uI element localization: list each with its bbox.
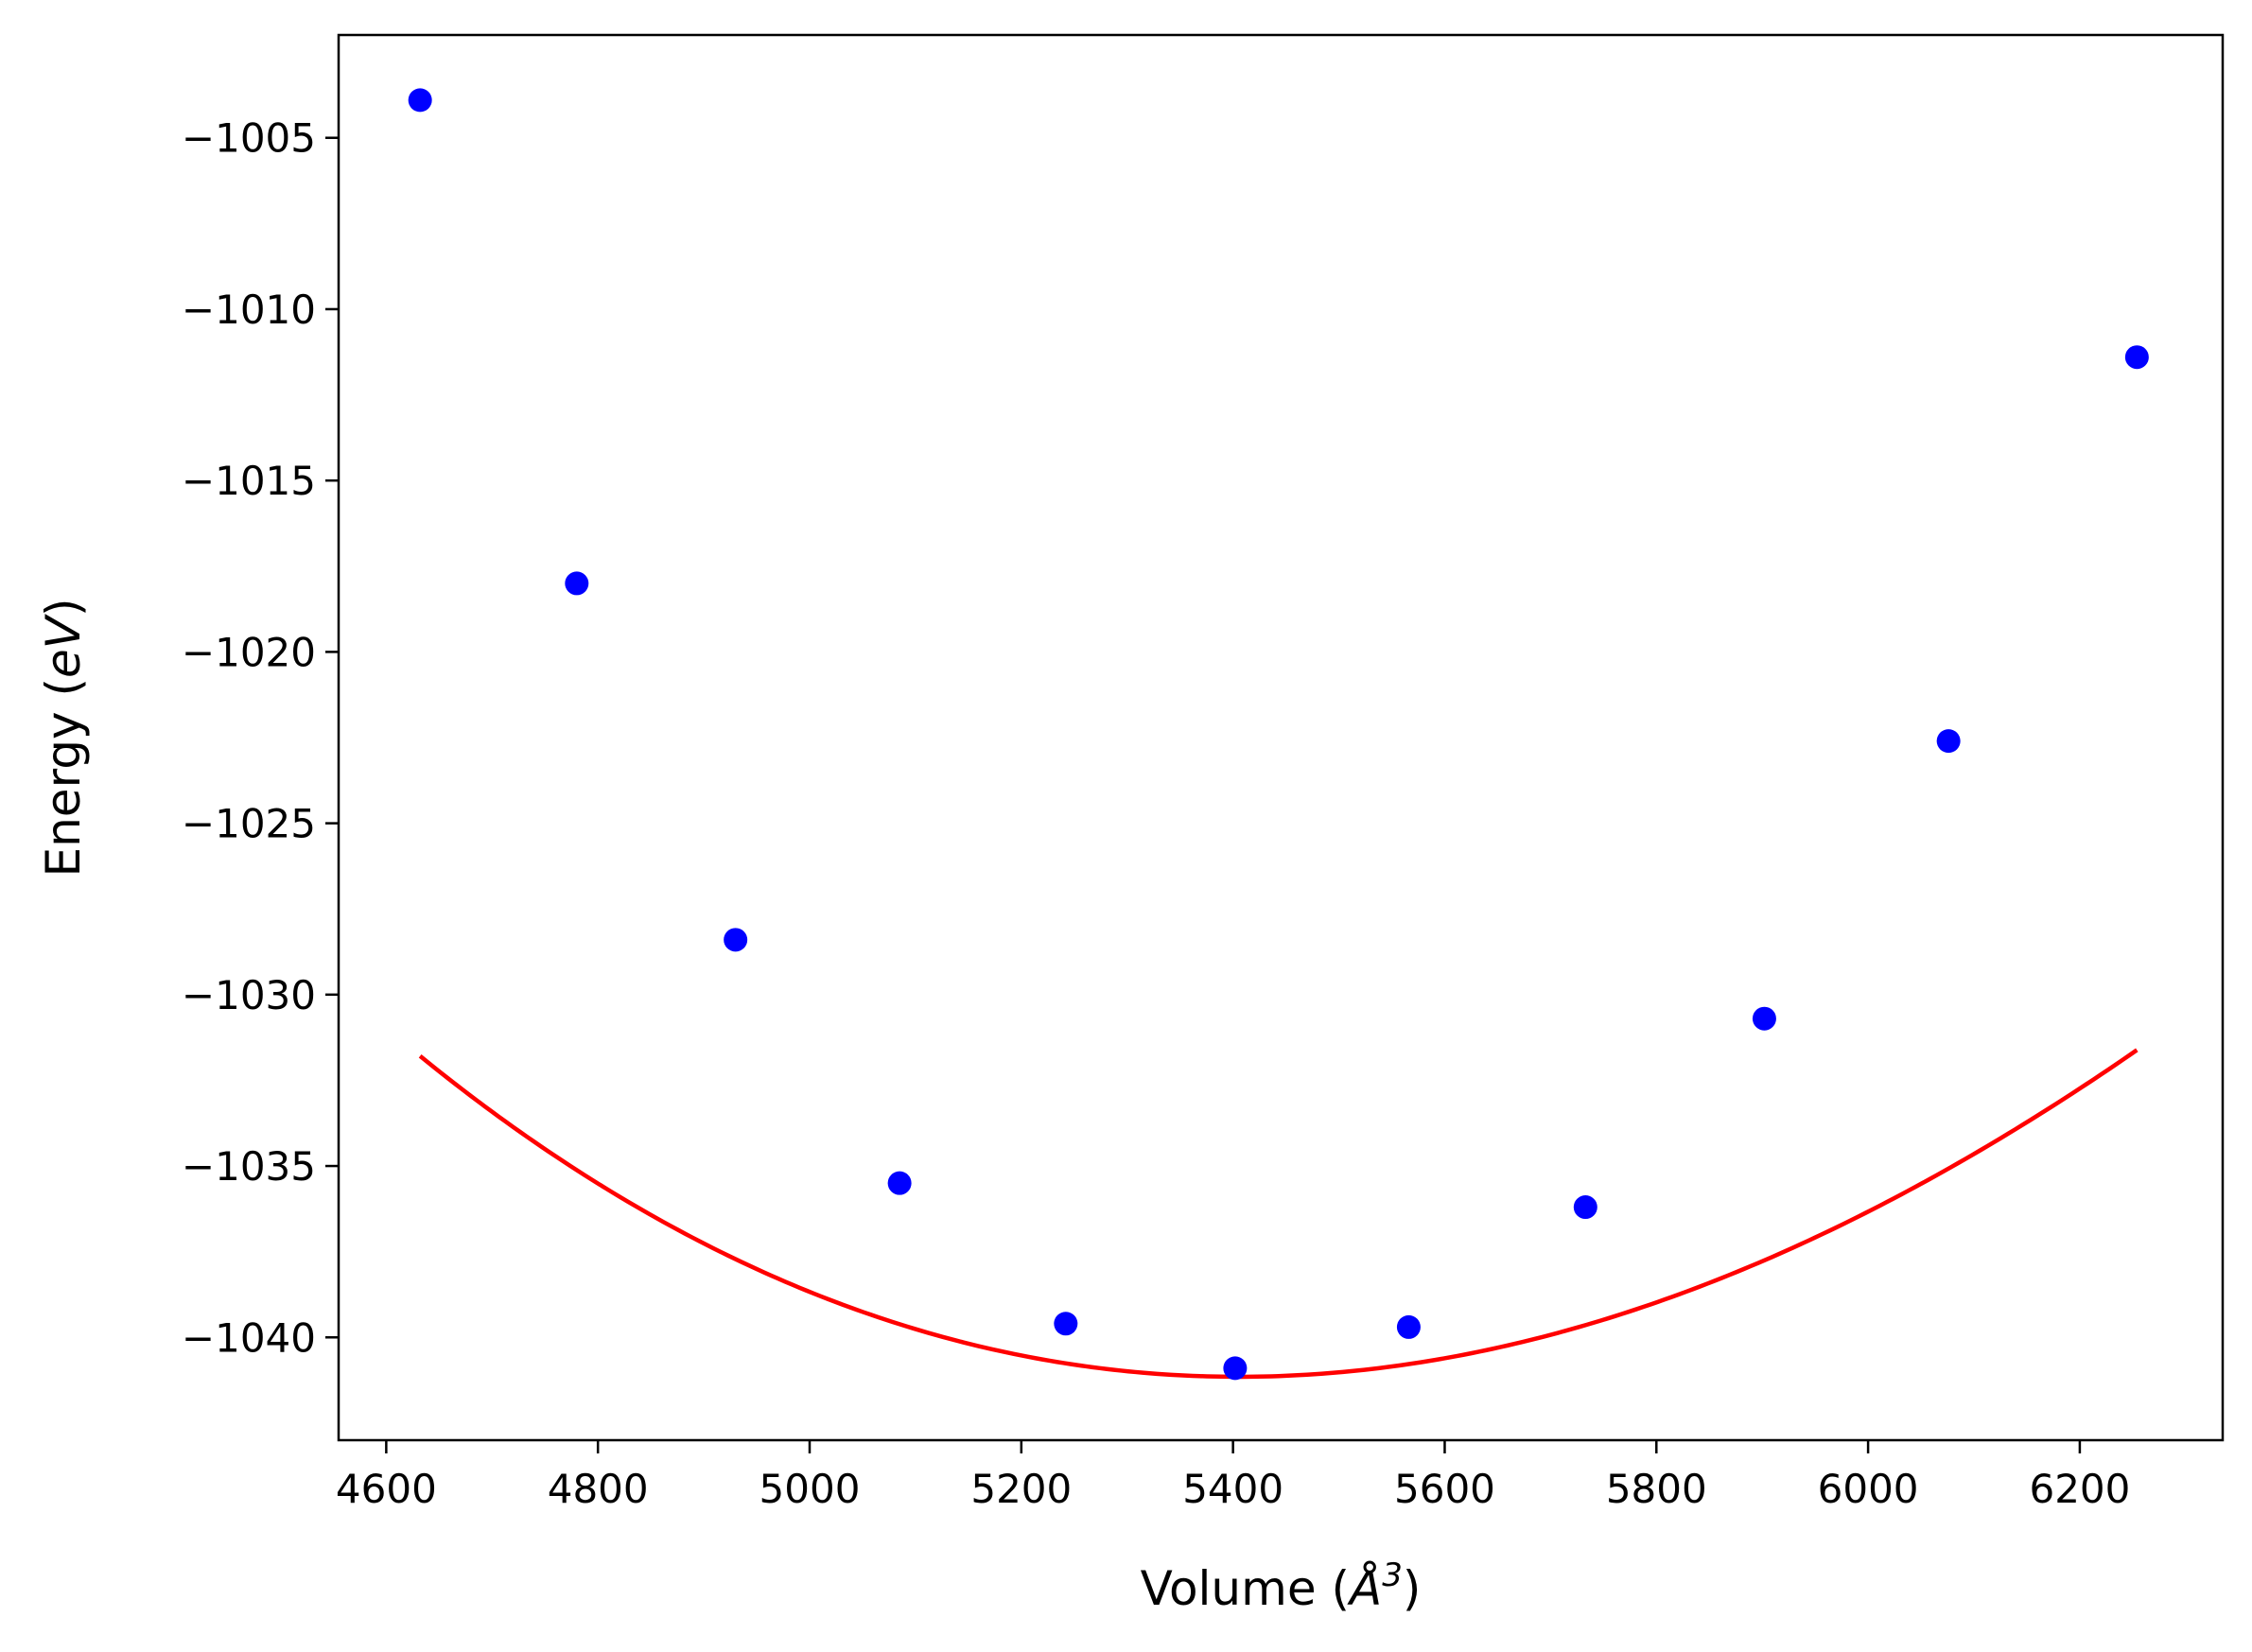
data-point bbox=[1054, 1312, 1078, 1336]
x-tick-label: 4600 bbox=[336, 1466, 437, 1512]
x-tick-label: 5400 bbox=[1182, 1466, 1283, 1512]
y-tick-label: −1010 bbox=[182, 287, 316, 333]
x-tick-label: 4800 bbox=[548, 1466, 649, 1512]
x-tick-label: 6200 bbox=[2029, 1466, 2130, 1512]
data-point bbox=[887, 1171, 912, 1195]
y-tick-label: −1035 bbox=[182, 1143, 316, 1190]
y-axis-label: Energy (eV) bbox=[36, 599, 91, 878]
plot-frame bbox=[337, 33, 2225, 1442]
fit-curve-layer bbox=[418, 1048, 2139, 1380]
y-tick-label: −1020 bbox=[182, 629, 316, 675]
x-tick-label: 5000 bbox=[759, 1466, 861, 1512]
data-point bbox=[565, 571, 589, 596]
data-point bbox=[724, 928, 748, 952]
fit-curve-line bbox=[418, 1048, 2139, 1380]
data-point bbox=[1573, 1195, 1597, 1220]
data-point bbox=[408, 88, 432, 113]
data-point bbox=[1223, 1356, 1248, 1381]
data-point bbox=[1396, 1314, 1421, 1339]
y-tick-label: −1025 bbox=[182, 801, 316, 847]
y-tick-label: −1030 bbox=[182, 972, 316, 1018]
data-point bbox=[1936, 729, 1961, 754]
x-axis-label: Volume (Å3) bbox=[1141, 1556, 1422, 1616]
y-axis-ticks: −1005 −1010 −1015 −1020 −1025 −1030 −1035 −1040 bbox=[182, 115, 339, 1361]
x-tick-label: 5600 bbox=[1394, 1466, 1495, 1512]
x-tick-label: 5800 bbox=[1606, 1466, 1707, 1512]
y-tick-label: −1015 bbox=[182, 458, 316, 504]
y-tick-label: −1040 bbox=[182, 1314, 316, 1361]
x-tick-label: 5200 bbox=[970, 1466, 1072, 1512]
y-tick-label: −1005 bbox=[182, 115, 316, 162]
x-axis-ticks: 4600 4800 5000 5200 5400 5600 5800 6000 6200 bbox=[336, 1440, 2130, 1512]
data-point bbox=[1752, 1006, 1776, 1031]
data-points-layer bbox=[408, 88, 2149, 1381]
x-tick-label: 6000 bbox=[1818, 1466, 1919, 1512]
data-point bbox=[2124, 345, 2149, 370]
